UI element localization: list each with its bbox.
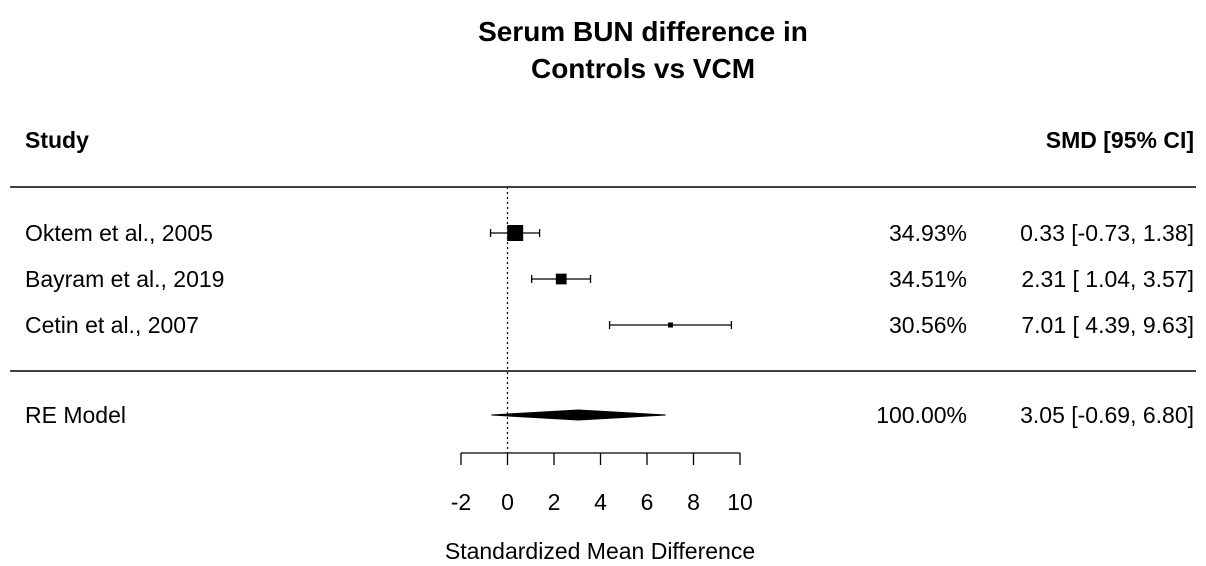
study-column-header: Study — [25, 127, 89, 153]
summary-label: RE Model — [25, 402, 126, 428]
chart-title-line-1: Serum BUN difference in — [478, 16, 808, 47]
x-tick-label: 0 — [501, 489, 514, 515]
study-ci-text: 0.33 [-0.73, 1.38] — [1020, 220, 1194, 246]
x-axis-label: Standardized Mean Difference — [445, 538, 755, 564]
study-weight: 34.93% — [889, 220, 967, 246]
x-tick-label: -2 — [451, 489, 471, 515]
summary-ci-text: 3.05 [-0.69, 6.80] — [1020, 402, 1194, 428]
estimate-column-header: SMD [95% CI] — [1046, 127, 1194, 153]
point-estimate — [507, 225, 524, 241]
study-label: Cetin et al., 2007 — [25, 312, 199, 338]
plot-area: Oktem et al., 2005 34.93% 0.33 [-0.73, 1.3… — [25, 187, 1194, 515]
point-estimate — [555, 273, 567, 285]
point-estimate — [667, 322, 673, 328]
study-weight: 34.51% — [889, 266, 967, 292]
summary-weight: 100.00% — [876, 402, 967, 428]
study-ci-text: 7.01 [ 4.39, 9.63] — [1021, 312, 1194, 338]
study-label: Bayram et al., 2019 — [25, 266, 224, 292]
x-tick-label: 6 — [641, 489, 654, 515]
chart-title-line-2: Controls vs VCM — [531, 53, 755, 84]
summary-diamond — [491, 409, 666, 421]
x-tick-label: 10 — [727, 489, 753, 515]
study-label: Oktem et al., 2005 — [25, 220, 213, 246]
x-tick-label: 4 — [594, 489, 607, 515]
x-tick-label: 8 — [687, 489, 700, 515]
study-ci-text: 2.31 [ 1.04, 3.57] — [1021, 266, 1194, 292]
study-weight: 30.56% — [889, 312, 967, 338]
x-tick-label: 2 — [548, 489, 561, 515]
